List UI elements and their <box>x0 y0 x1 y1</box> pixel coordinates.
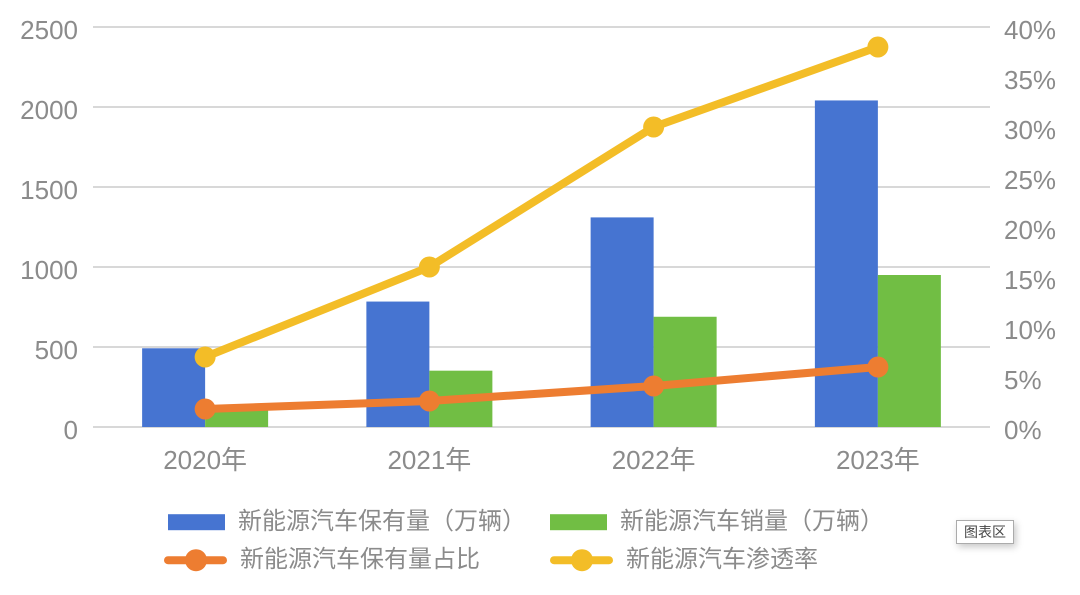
x-axis-category-label[interactable]: 2021年 <box>387 445 472 475</box>
marker-penetration[interactable] <box>194 346 216 368</box>
y-axis-right-tick-label[interactable]: 10% <box>1004 315 1057 345</box>
y-axis-right-tick-label[interactable]: 20% <box>1004 215 1057 245</box>
bar-ownership[interactable] <box>814 100 878 427</box>
legend-line-marker-icon <box>164 549 227 571</box>
line-penetration[interactable] <box>201 43 882 361</box>
y-axis-right-tick-label[interactable]: 0% <box>1004 415 1042 445</box>
legend-item-penetration[interactable]: 新能源汽车渗透率 <box>550 546 818 574</box>
legend-item-ownership-share[interactable]: 新能源汽车保有量占比 <box>164 546 480 574</box>
x-axis-category-label[interactable]: 2023年 <box>835 445 920 475</box>
chart-area-tooltip: 图表区 <box>956 520 1014 544</box>
y-axis-left-tick-label[interactable]: 1000 <box>20 255 78 285</box>
legend-label: 新能源汽车保有量（万辆） <box>238 508 526 536</box>
marker-penetration[interactable] <box>867 36 889 58</box>
y-axis-right-tick-label[interactable]: 35% <box>1004 65 1057 95</box>
line-ownership-share[interactable] <box>201 363 882 413</box>
y-axis-left-tick-label[interactable]: 2500 <box>20 15 78 45</box>
legend-dot-icon <box>571 549 593 571</box>
legend-dot-icon <box>185 549 207 571</box>
legend-bar-swatch-icon <box>550 514 607 530</box>
legend-bar-swatch-icon <box>168 514 225 530</box>
marker-ownership-share[interactable] <box>867 356 889 378</box>
legend-label: 新能源汽车销量（万辆） <box>620 508 884 536</box>
y-axis-right-tick-label[interactable]: 40% <box>1004 15 1057 45</box>
y-axis-right-tick-label[interactable]: 5% <box>1004 365 1042 395</box>
y-axis-left-tick-label[interactable]: 500 <box>34 335 78 365</box>
legend-line-marker-icon <box>550 549 613 571</box>
marker-ownership-share[interactable] <box>643 375 665 397</box>
marker-ownership-share[interactable] <box>418 390 440 412</box>
legend-label: 新能源汽车保有量占比 <box>240 546 480 574</box>
y-axis-left-tick-label[interactable]: 2000 <box>20 95 78 125</box>
y-axis-right-tick-label[interactable]: 30% <box>1004 115 1057 145</box>
legend-item-sales[interactable]: 新能源汽车销量（万辆） <box>550 508 884 536</box>
y-axis-right-tick-label[interactable]: 25% <box>1004 165 1057 195</box>
y-axis-right-tick-label[interactable]: 15% <box>1004 265 1057 295</box>
marker-penetration[interactable] <box>418 256 440 278</box>
y-axis-left-tick-label[interactable]: 1500 <box>20 175 78 205</box>
marker-penetration[interactable] <box>643 116 665 138</box>
bar-ownership[interactable] <box>590 217 654 427</box>
bar-sales[interactable] <box>653 316 717 427</box>
marker-ownership-share[interactable] <box>194 398 216 420</box>
y-axis-left-tick-label[interactable]: 0 <box>63 415 78 445</box>
bar-sales[interactable] <box>877 275 941 427</box>
legend-item-ownership[interactable]: 新能源汽车保有量（万辆） <box>168 508 526 536</box>
bar-ownership[interactable] <box>366 301 430 427</box>
legend-label: 新能源汽车渗透率 <box>626 546 818 574</box>
bar-ownership[interactable] <box>142 348 206 427</box>
x-axis-category-label[interactable]: 2022年 <box>611 445 696 475</box>
x-axis-category-label[interactable]: 2020年 <box>163 445 248 475</box>
